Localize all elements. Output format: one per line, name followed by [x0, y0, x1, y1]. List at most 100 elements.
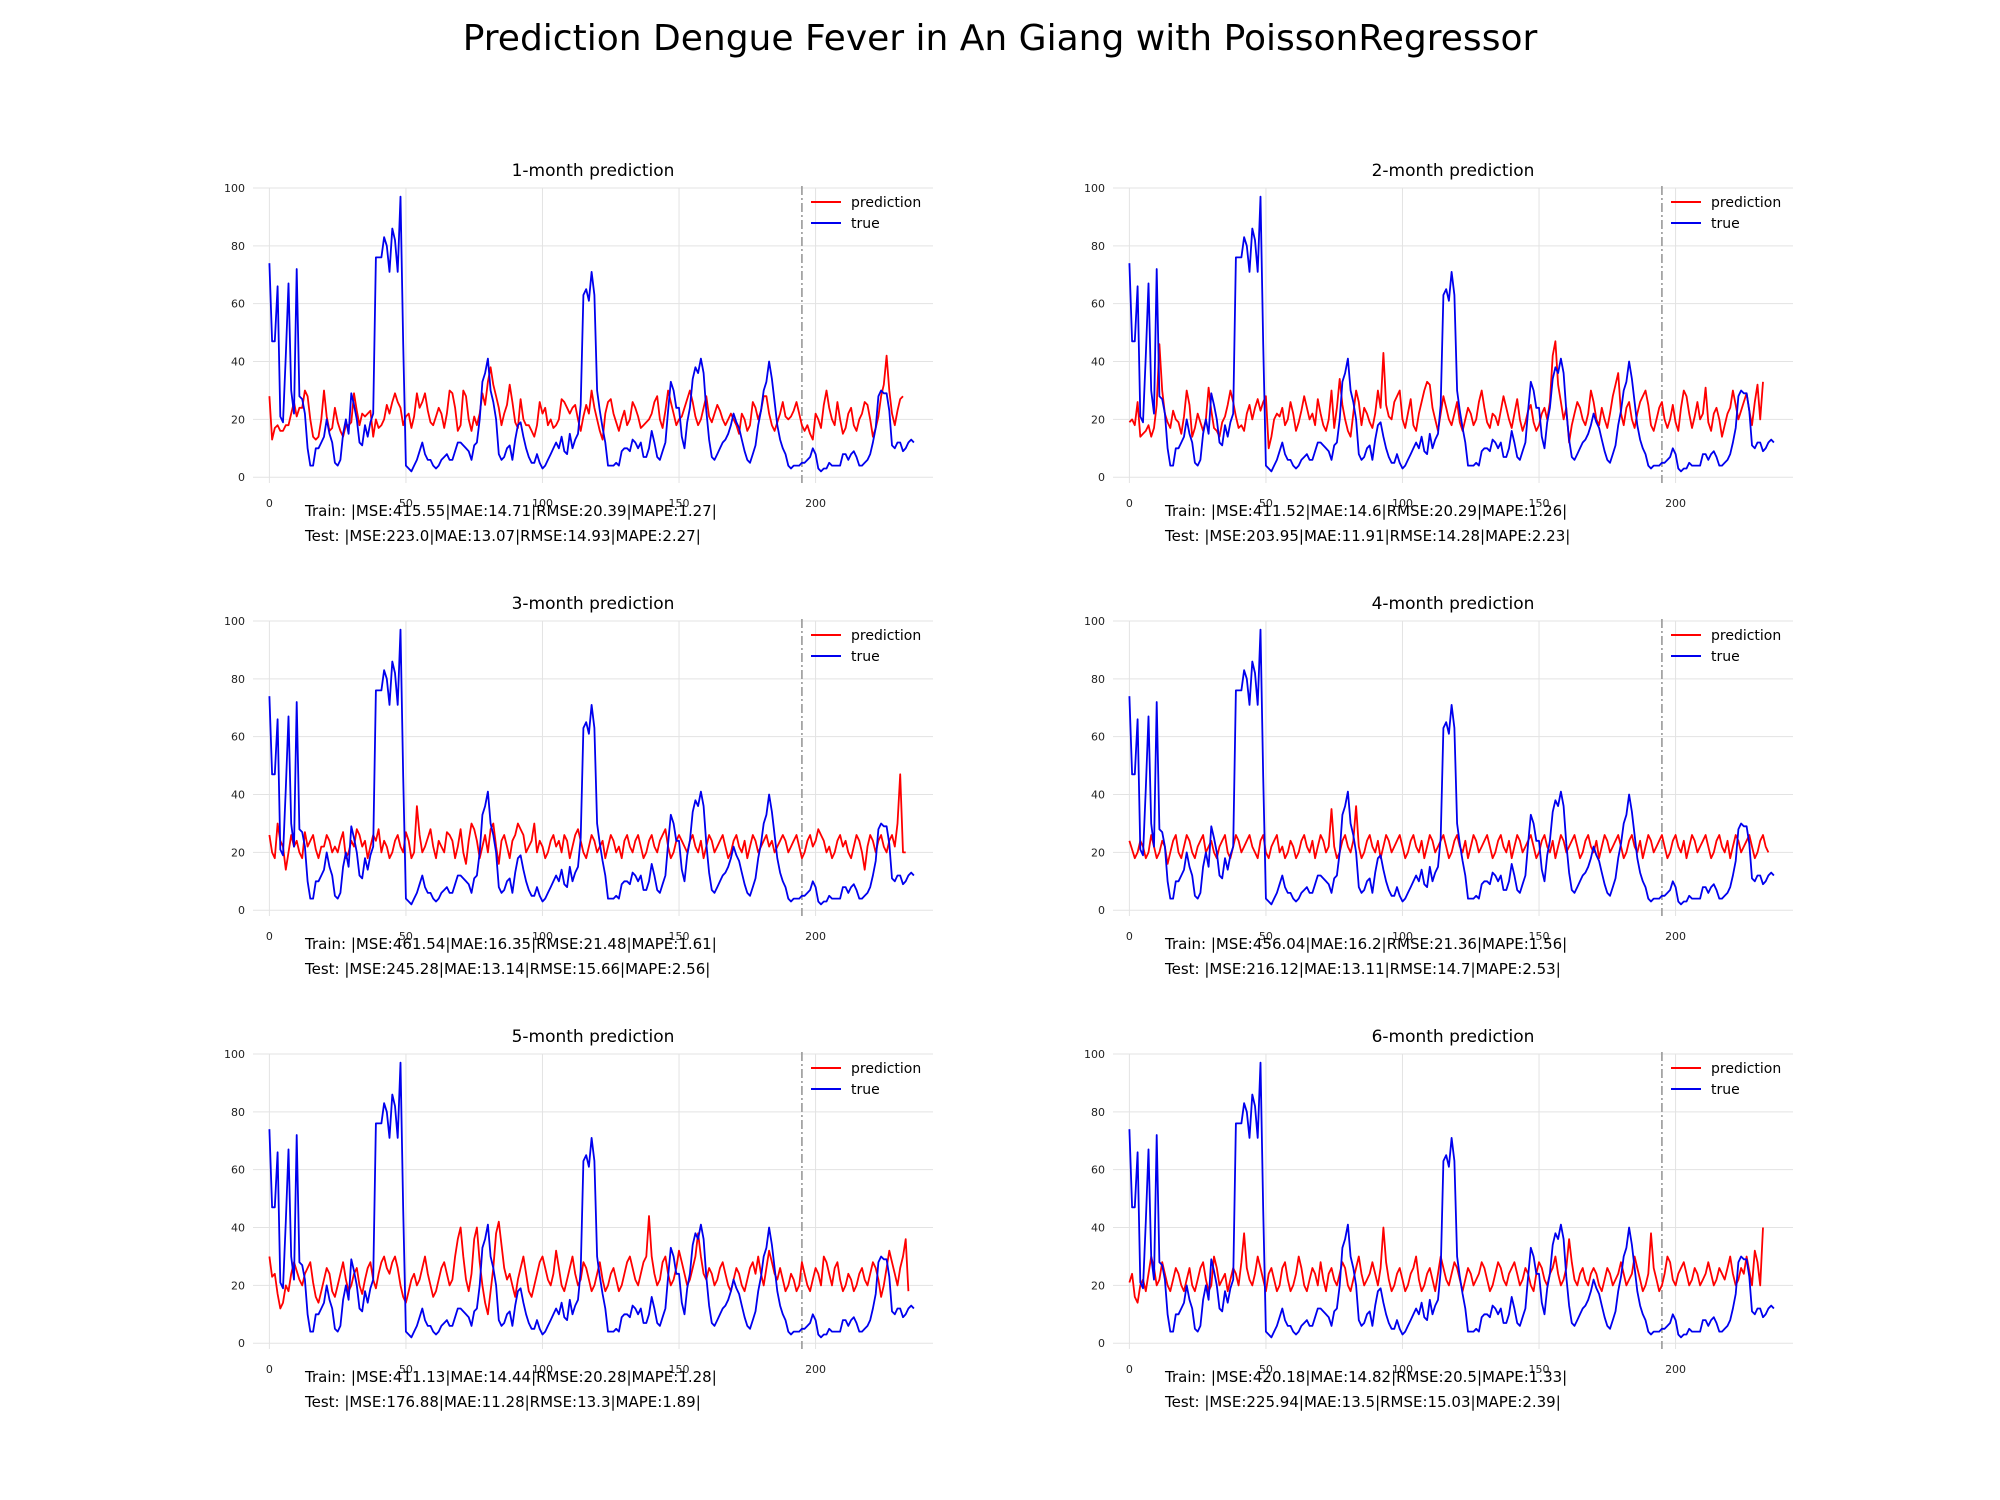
y-tick-label: 40	[1091, 789, 1105, 802]
chart-svg: 0 20 40 60 80 100 0 50 100 150 200 2-month predicti…	[1084, 161, 1793, 510]
y-tick-label: 80	[1091, 1106, 1105, 1119]
true-series-line	[1128, 195, 1775, 473]
train-metrics: Train: |MSE:420.18|MAE:14.82|RMSE:20.5|M…	[1165, 1368, 1568, 1386]
x-tick-label: 200	[1665, 930, 1686, 943]
prediction-series-line	[268, 354, 904, 441]
y-tick-label: 80	[1091, 240, 1105, 253]
chart-panel-3: 0 20 40 60 80 100 0 50 100 150 200 3-month predicti…	[205, 583, 965, 1013]
legend-label-true: true	[851, 216, 880, 232]
panel-title: 1-month prediction	[512, 161, 675, 181]
y-tick-label: 100	[1084, 1048, 1105, 1061]
x-tick-label: 200	[1665, 497, 1686, 510]
y-tick-label: 80	[231, 240, 245, 253]
test-metrics: Test: |MSE:216.12|MAE:13.11|RMSE:14.7|MA…	[1165, 960, 1561, 978]
x-tick-label: 100	[1392, 930, 1413, 943]
y-tick-label: 20	[1091, 846, 1105, 859]
x-tick-label: 50	[1259, 930, 1273, 943]
chart-svg: 0 20 40 60 80 100 0 50 100 150 200 6-month predicti…	[1084, 1027, 1793, 1376]
train-metrics: Train: |MSE:461.54|MAE:16.35|RMSE:21.48|…	[305, 935, 717, 953]
prediction-series-line	[268, 773, 906, 871]
test-metrics: Test: |MSE:225.94|MAE:13.5|RMSE:15.03|MA…	[1165, 1393, 1561, 1411]
x-tick-label: 150	[1529, 497, 1550, 510]
y-tick-label: 40	[231, 356, 245, 369]
y-tick-label: 60	[231, 1164, 245, 1177]
panel-title: 3-month prediction	[512, 594, 675, 614]
legend-label-prediction: prediction	[1711, 195, 1781, 211]
x-tick-label: 0	[266, 1363, 273, 1376]
chart-panel-1: 0 20 40 60 80 100 0 50 100 150 200 1-month predicti…	[205, 150, 965, 580]
y-tick-label: 100	[1084, 615, 1105, 628]
x-tick-label: 200	[805, 497, 826, 510]
y-tick-label: 80	[231, 1106, 245, 1119]
true-series-line	[1128, 1061, 1775, 1339]
x-tick-label: 0	[1126, 930, 1133, 943]
test-metrics: Test: |MSE:245.28|MAE:13.14|RMSE:15.66|M…	[305, 960, 711, 978]
prediction-series-line	[268, 1215, 910, 1316]
x-tick-label: 200	[805, 930, 826, 943]
chart-panel-6: 0 20 40 60 80 100 0 50 100 150 200 6-month predicti…	[1065, 1016, 1825, 1446]
y-tick-label: 100	[224, 615, 245, 628]
train-metrics: Train: |MSE:456.04|MAE:16.2|RMSE:21.36|M…	[1165, 935, 1568, 953]
prediction-series-line	[1128, 1226, 1764, 1304]
x-tick-label: 150	[669, 930, 690, 943]
legend-label-true: true	[1711, 1082, 1740, 1098]
train-metrics: Train: |MSE:411.52|MAE:14.6|RMSE:20.29|M…	[1165, 502, 1568, 520]
y-tick-label: 80	[1091, 673, 1105, 686]
prediction-series-line	[1128, 340, 1764, 450]
y-tick-label: 100	[224, 1048, 245, 1061]
x-tick-label: 50	[1259, 497, 1273, 510]
y-tick-label: 60	[231, 731, 245, 744]
x-tick-label: 150	[1529, 930, 1550, 943]
x-tick-label: 50	[399, 930, 413, 943]
y-tick-label: 60	[1091, 1164, 1105, 1177]
x-tick-label: 100	[532, 930, 553, 943]
y-tick-label: 0	[1098, 1337, 1105, 1350]
true-series-line	[268, 628, 915, 906]
y-tick-label: 0	[238, 904, 245, 917]
chart-svg: 0 20 40 60 80 100 0 50 100 150 200 3-month predicti…	[224, 594, 933, 943]
y-tick-label: 80	[231, 673, 245, 686]
x-tick-label: 200	[1665, 1363, 1686, 1376]
x-tick-label: 150	[669, 1363, 690, 1376]
x-tick-label: 100	[532, 497, 553, 510]
x-tick-label: 100	[532, 1363, 553, 1376]
test-metrics: Test: |MSE:176.88|MAE:11.28|RMSE:13.3|MA…	[305, 1393, 701, 1411]
y-tick-label: 0	[238, 1337, 245, 1350]
figure-title: Prediction Dengue Fever in An Giang with…	[462, 18, 1538, 59]
x-tick-label: 100	[1392, 1363, 1413, 1376]
x-tick-label: 150	[1529, 1363, 1550, 1376]
x-tick-label: 200	[805, 1363, 826, 1376]
x-tick-label: 0	[266, 497, 273, 510]
y-tick-label: 20	[1091, 1279, 1105, 1292]
y-tick-label: 40	[1091, 1222, 1105, 1235]
chart-svg: 0 20 40 60 80 100 0 50 100 150 200 1-month predicti…	[224, 161, 933, 510]
y-tick-label: 60	[231, 298, 245, 311]
chart-panel-5: 0 20 40 60 80 100 0 50 100 150 200 5-month predicti…	[205, 1016, 965, 1446]
legend-label-prediction: prediction	[851, 1061, 921, 1077]
true-series-line	[268, 1061, 915, 1339]
y-tick-label: 0	[1098, 904, 1105, 917]
panel-title: 5-month prediction	[512, 1027, 675, 1047]
chart-panel-2: 0 20 40 60 80 100 0 50 100 150 200 2-month predicti…	[1065, 150, 1825, 580]
panel-title: 2-month prediction	[1372, 161, 1535, 181]
true-series-line	[268, 195, 915, 473]
x-tick-label: 150	[669, 497, 690, 510]
chart-panel-4: 0 20 40 60 80 100 0 50 100 150 200 4-month predicti…	[1065, 583, 1825, 1013]
x-tick-label: 0	[1126, 1363, 1133, 1376]
chart-svg: 0 20 40 60 80 100 0 50 100 150 200 4-month predicti…	[1084, 594, 1793, 943]
legend-label-true: true	[1711, 649, 1740, 665]
y-tick-label: 40	[1091, 356, 1105, 369]
y-tick-label: 100	[224, 182, 245, 195]
y-tick-label: 60	[1091, 731, 1105, 744]
y-tick-label: 40	[231, 1222, 245, 1235]
x-tick-label: 50	[1259, 1363, 1273, 1376]
panel-title: 6-month prediction	[1372, 1027, 1535, 1047]
panel-title: 4-month prediction	[1372, 594, 1535, 614]
x-tick-label: 50	[399, 1363, 413, 1376]
y-tick-label: 0	[238, 471, 245, 484]
legend-label-prediction: prediction	[851, 195, 921, 211]
y-tick-label: 0	[1098, 471, 1105, 484]
x-tick-label: 100	[1392, 497, 1413, 510]
y-tick-label: 40	[231, 789, 245, 802]
chart-svg: 0 20 40 60 80 100 0 50 100 150 200 5-month predicti…	[224, 1027, 933, 1376]
